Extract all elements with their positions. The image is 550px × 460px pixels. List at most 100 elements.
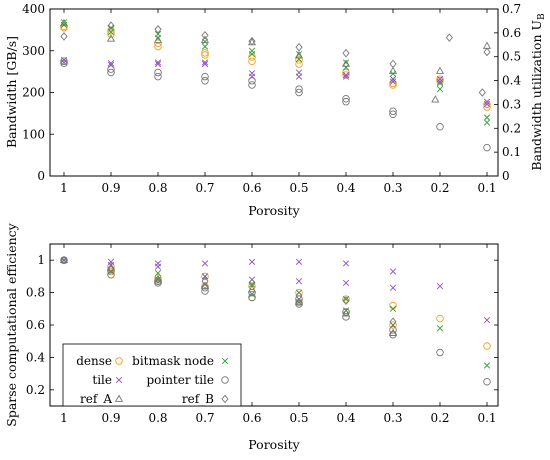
efficiency-point-pointer-tile [248, 288, 256, 297]
legend-marker-bitmask-node [221, 357, 229, 365]
bandwidth-point-pointer-tile [248, 81, 256, 89]
efficiency-point-ref-b [60, 255, 68, 265]
bandwidth-x-axis-label: Porosity [248, 203, 300, 218]
efficiency-point-ref-b [154, 275, 162, 284]
bandwidth-y-tick-label: 400 [22, 2, 45, 16]
bandwidth-point-pointer-tile [154, 68, 162, 77]
bandwidth-point-dense [201, 51, 209, 59]
efficiency-point-bitmask-node [483, 362, 491, 369]
bandwidth-point-ref-a [106, 34, 116, 42]
utilization-y-tick-label: 0 [502, 169, 510, 183]
efficiency-point-bitmask-node [436, 325, 444, 332]
efficiency-point-bitmask-node [342, 295, 350, 303]
bandwidth-x-tick-label: 0.9 [101, 181, 120, 195]
bandwidth-data-marks [59, 18, 492, 152]
bandwidth-point-ref-b [342, 48, 350, 58]
efficiency-point-tile [154, 263, 162, 270]
bandwidth-y-tick-label: 100 [22, 127, 45, 141]
bandwidth-point-ref-b [445, 33, 453, 42]
bandwidth-point-ref-b [248, 36, 256, 46]
efficiency-point-tile [248, 258, 256, 265]
efficiency-point-ref-b [107, 263, 115, 273]
legend-box [62, 343, 242, 407]
efficiency-x-tick-label: 1 [60, 411, 68, 425]
efficiency-x-axis-label: Porosity [248, 437, 300, 452]
efficiency-x-tick-label: 0.8 [148, 411, 167, 425]
efficiency-x-tick-label: 0.7 [195, 411, 214, 425]
bandwidth-x-tick-label: 0.4 [336, 181, 355, 195]
bandwidth-point-pointer-tile [295, 88, 303, 97]
efficiency-y-tick-label: 0.6 [26, 318, 45, 332]
bandwidth-chart: 1 0.9 0.8 0.7 0.6 0.5 0.4 0.3 0.2 0.1 0 100 200 300 40… [4, 2, 547, 218]
bandwidth-point-pointer-tile [201, 72, 209, 81]
bandwidth-point-pointer-tile [154, 72, 162, 81]
bandwidth-point-dense [295, 60, 303, 68]
bandwidth-y-axis-label: Bandwidth [GB/s] [4, 36, 19, 148]
bandwidth-point-tile [436, 78, 444, 85]
bandwidth-point-bitmask-node [201, 43, 209, 50]
legend-marker-ref-b [221, 394, 229, 404]
legend-marker-pointer-tile [221, 376, 229, 384]
efficiency-point-dense [389, 301, 397, 310]
bandwidth-point-tile [342, 71, 350, 79]
bandwidth-x-tick-label: 0.5 [289, 181, 308, 195]
bandwidth-point-bitmask-node [483, 119, 491, 126]
efficiency-point-dense [342, 295, 350, 303]
bandwidth-point-ref-a [294, 50, 304, 59]
bandwidth-point-tile [107, 60, 115, 67]
bandwidth-x-tick-label: 0.1 [477, 181, 496, 195]
bandwidth-point-ref-b [478, 88, 486, 97]
efficiency-chart: 1 0.9 0.8 0.7 0.6 0.5 0.4 0.3 0.2 0.1 0.2 0.4 0.6 0.8… [4, 222, 499, 452]
efficiency-point-ref-a [388, 328, 398, 336]
bandwidth-point-tile [201, 60, 209, 68]
bandwidth-point-ref-a [153, 35, 163, 43]
bandwidth-point-pointer-tile [107, 68, 115, 77]
efficiency-point-ref-a [294, 297, 304, 306]
bandwidth-point-dense [154, 42, 162, 51]
efficiency-point-ref-a [153, 275, 163, 283]
efficiency-x-tick-label: 0.9 [101, 411, 120, 425]
bandwidth-point-dense [154, 39, 162, 47]
efficiency-x-tick-label: 0.6 [242, 411, 261, 425]
efficiency-point-pointer-tile [342, 308, 350, 316]
efficiency-point-tile [342, 260, 350, 267]
bandwidth-point-dense [342, 71, 350, 79]
bandwidth-point-pointer-tile [248, 77, 256, 85]
legend-label: ref_A [80, 392, 112, 406]
efficiency-point-pointer-tile [389, 326, 397, 334]
efficiency-x-tick-label: 0.3 [383, 411, 402, 425]
bandwidth-point-bitmask-node [248, 50, 256, 58]
efficiency-data-marks [59, 255, 491, 386]
bandwidth-point-tile [154, 60, 162, 68]
utilization-y-tick-label: 0.7 [502, 2, 521, 16]
efficiency-point-bitmask-node [248, 281, 256, 288]
bandwidth-x-tick-label: 0.7 [195, 181, 214, 195]
efficiency-point-ref-b [389, 317, 397, 327]
bandwidth-point-ref-a [431, 95, 440, 103]
bandwidth-y-tick-label: 200 [22, 86, 45, 100]
legend-label: pointer tile [146, 373, 214, 387]
legend-marker-dense [115, 357, 123, 365]
efficiency-point-pointer-tile [483, 377, 491, 386]
bandwidth-x-tick-label: 0.2 [430, 181, 449, 195]
bandwidth-point-tile [436, 76, 444, 83]
efficiency-point-pointer-tile [342, 313, 350, 321]
bandwidth-point-ref-a [435, 66, 445, 74]
efficiency-point-pointer-tile [201, 287, 209, 295]
utilization-y-tick-label: 0.6 [502, 26, 521, 40]
bandwidth-axis-ticks: 1 0.9 0.8 0.7 0.6 0.5 0.4 0.3 0.2 0.1 0 100 200 300 40… [22, 2, 521, 195]
efficiency-point-pointer-tile [295, 295, 303, 303]
efficiency-y-axis-label: Sparse computational efficiency [4, 222, 19, 426]
efficiency-point-bitmask-node [154, 270, 162, 277]
bandwidth-point-bitmask-node [60, 19, 68, 26]
bandwidth-x-tick-label: 0.8 [148, 181, 167, 195]
efficiency-point-tile [201, 260, 209, 267]
efficiency-point-ref-b [295, 291, 303, 301]
efficiency-y-tick-label: 1 [37, 253, 45, 267]
efficiency-point-pointer-tile [295, 300, 303, 308]
efficiency-point-ref-a [341, 309, 351, 317]
bandwidth-point-dense [295, 56, 303, 64]
efficiency-point-ref-b [201, 276, 209, 286]
efficiency-point-bitmask-node [389, 305, 397, 312]
